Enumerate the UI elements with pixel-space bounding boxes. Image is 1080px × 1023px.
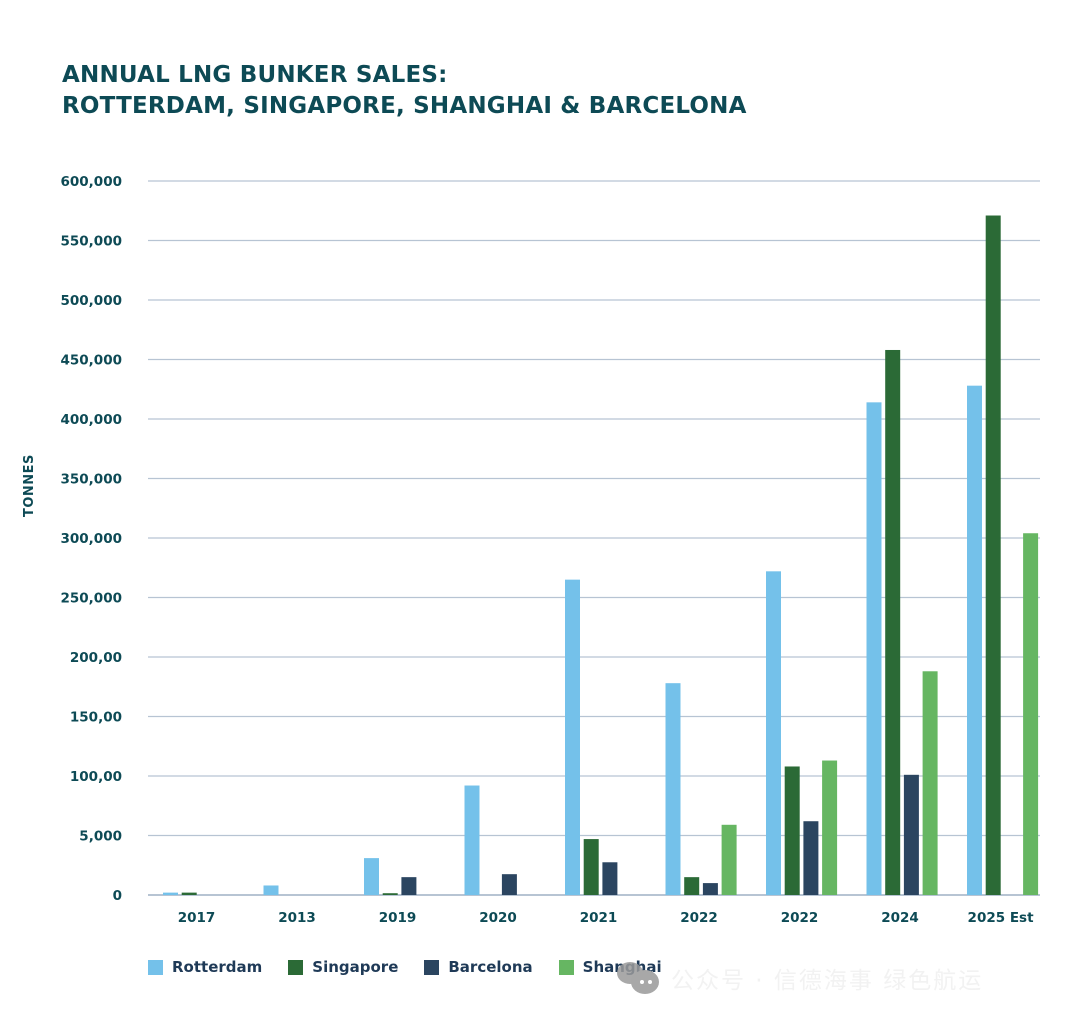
bar-singapore-2024 [885, 349, 901, 896]
bar-chart: 0 5,000 100,00 150,00 200,00 250,000 300,000 35… [61, 174, 1040, 926]
bar-singapore-2025-est [985, 215, 1001, 895]
y-tick-label: 450,000 [61, 353, 123, 369]
legend-item-singapore: Singapore [288, 958, 398, 976]
x-tick-label: 2022 [781, 910, 819, 926]
x-tick-label: 2013 [278, 910, 316, 926]
bar-rotterdam-2019 [364, 858, 379, 895]
bar-barcelona-2021 [602, 862, 618, 895]
bar-barcelona-2022 [702, 883, 718, 895]
bar-shanghai-2024 [922, 671, 938, 895]
x-tick-label: 2020 [479, 910, 517, 926]
bar-singapore-2017 [181, 892, 197, 895]
watermark-text: 公众号 · 信德海事 绿色航运 [671, 968, 984, 994]
legend-label: Barcelona [448, 958, 533, 976]
legend-item-barcelona: Barcelona [424, 958, 533, 976]
y-tick-label: 5,000 [79, 829, 122, 845]
y-tick-label: 400,000 [61, 412, 123, 428]
legend-label: Singapore [312, 958, 399, 976]
bar-barcelona-2022 [803, 821, 819, 895]
y-tick-label: 500,000 [61, 293, 123, 309]
bar-rotterdam-2024 [866, 402, 882, 895]
bar-barcelona-2020 [501, 874, 517, 895]
x-tick-label: 2021 [580, 910, 618, 926]
x-axis-ticks: 2017 2013 2019 2020 2021 2022 2022 2024 2025 Est [178, 910, 1034, 926]
bar-singapore-2019 [382, 893, 398, 895]
bar-rotterdam-2025-est [967, 385, 982, 895]
legend: RotterdamSingaporeBarcelonaShanghai [148, 958, 662, 976]
y-tick-label: 300,000 [61, 531, 123, 547]
bar-singapore-2022 [784, 766, 800, 895]
chart-title-line-1: ANNUAL LNG BUNKER SALES: [62, 62, 448, 88]
legend-swatch [148, 959, 163, 975]
chat-bubbles-icon [617, 960, 661, 996]
watermark: 公众号 · 信德海事 绿色航运 [617, 960, 983, 996]
bar-barcelona-2019 [401, 877, 417, 895]
y-tick-label: 200,00 [70, 650, 122, 666]
y-tick-label: 550,000 [61, 234, 123, 250]
bar-rotterdam-2022 [766, 571, 781, 895]
x-tick-label: 2022 [680, 910, 718, 926]
legend-swatch [288, 959, 304, 975]
y-tick-label: 250,000 [61, 591, 123, 607]
y-tick-label: 0 [113, 888, 122, 904]
legend-label: Rotterdam [172, 958, 263, 976]
bar-shanghai-2022 [822, 760, 838, 895]
bar-singapore-2022 [684, 877, 700, 895]
chart-title: ANNUAL LNG BUNKER SALES: ROTTERDAM, SING… [62, 60, 747, 122]
legend-swatch [558, 959, 574, 975]
x-tick-label: 2017 [178, 910, 216, 926]
bar-shanghai-2022 [721, 824, 737, 895]
bar-rotterdam-2022 [665, 683, 681, 895]
x-tick-label: 2024 [881, 910, 919, 926]
y-tick-label: 100,00 [70, 769, 122, 785]
bar-shanghai-2025-est [1023, 533, 1039, 895]
legend-swatch [424, 959, 440, 975]
x-tick-label: 2025 Est [968, 910, 1035, 926]
bar-rotterdam-2017 [163, 892, 178, 895]
y-tick-label: 350,000 [61, 472, 123, 488]
chart-title-line-2: ROTTERDAM, SINGAPORE, SHANGHAI & BARCELO… [62, 93, 747, 119]
bar-rotterdam-2013 [263, 885, 279, 895]
bar-barcelona-2024 [903, 774, 919, 895]
bar-rotterdam-2020 [464, 785, 480, 895]
bar-singapore-2021 [583, 839, 599, 895]
y-tick-label: 150,00 [70, 710, 122, 726]
y-tick-label: 600,000 [61, 174, 123, 190]
y-axis-ticks: 0 5,000 100,00 150,00 200,00 250,000 300,000 35… [61, 174, 123, 904]
bar-rotterdam-2021 [565, 579, 580, 895]
x-tick-label: 2019 [379, 910, 417, 926]
bars [163, 215, 1039, 896]
legend-item-rotterdam: Rotterdam [148, 958, 262, 976]
